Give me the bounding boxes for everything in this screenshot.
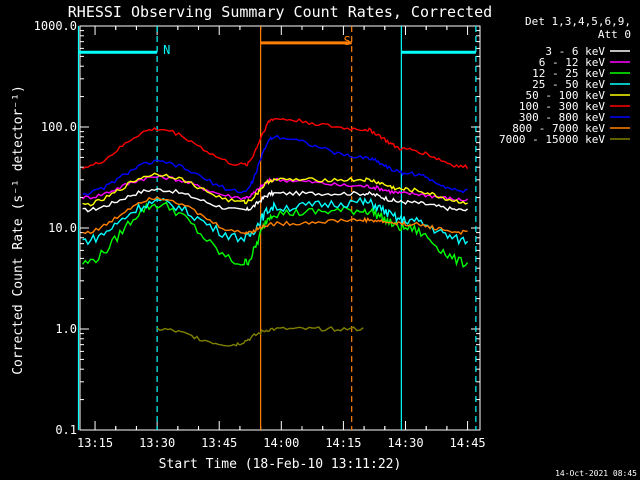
flag-label: N: [163, 43, 170, 57]
chart-title: RHESSI Observing Summary Count Rates, Co…: [68, 3, 492, 21]
series-line: [82, 117, 469, 170]
series-line: [82, 134, 468, 196]
series-line: [156, 326, 364, 347]
plot-frame: [79, 25, 481, 431]
flag-label: S: [344, 34, 351, 48]
y-tick-label: 1.0: [55, 322, 77, 336]
series-line: [82, 196, 468, 236]
legend-attenuator: Att 0: [598, 28, 631, 41]
y-axis-label: Corrected Count Rate (s⁻¹ detector⁻¹): [11, 85, 26, 375]
x-tick-label: 14:30: [387, 436, 423, 450]
legend-entry-label: 800 - 7000 keV: [512, 122, 605, 135]
x-tick-label: 13:15: [77, 436, 113, 450]
legend-entry-label: 7000 - 15000 keV: [499, 133, 605, 146]
x-tick-label: 13:30: [139, 436, 175, 450]
legend-entry-label: 12 - 25 keV: [532, 67, 605, 80]
y-tick-label: 1000.0: [34, 19, 77, 33]
x-tick-label: 14:00: [263, 436, 299, 450]
series-line: [82, 188, 469, 213]
series-line: [82, 172, 468, 207]
legend-entry-label: 100 - 300 keV: [519, 100, 605, 113]
x-tick-label: 14:15: [325, 436, 361, 450]
legend-entry-label: 3 - 6 keV: [545, 45, 605, 58]
generated-timestamp: 14-Oct-2021 08:45: [555, 469, 637, 478]
x-tick-label: 13:45: [201, 436, 237, 450]
legend-entry-label: 300 - 800 keV: [519, 111, 605, 124]
series-line: [82, 196, 469, 246]
y-tick-label: 10.0: [48, 221, 77, 235]
legend-detectors: Det 1,3,4,5,6,9,: [525, 15, 631, 28]
legend-entry-label: 50 - 100 keV: [526, 89, 606, 102]
legend-entry-label: 6 - 12 keV: [539, 56, 606, 69]
legend-entry-label: 25 - 50 keV: [532, 78, 605, 91]
series-line: [82, 201, 469, 268]
plot-area: 0.1 1.0 10.0 100.0 1000.0 13:15 13:30 13:45 14:0…: [34, 19, 486, 450]
x-axis-label: Start Time (18-Feb-10 13:11:22): [159, 457, 402, 472]
y-tick-label: 0.1: [55, 423, 77, 437]
y-tick-label: 100.0: [41, 120, 77, 134]
x-tick-label: 14:45: [450, 436, 486, 450]
